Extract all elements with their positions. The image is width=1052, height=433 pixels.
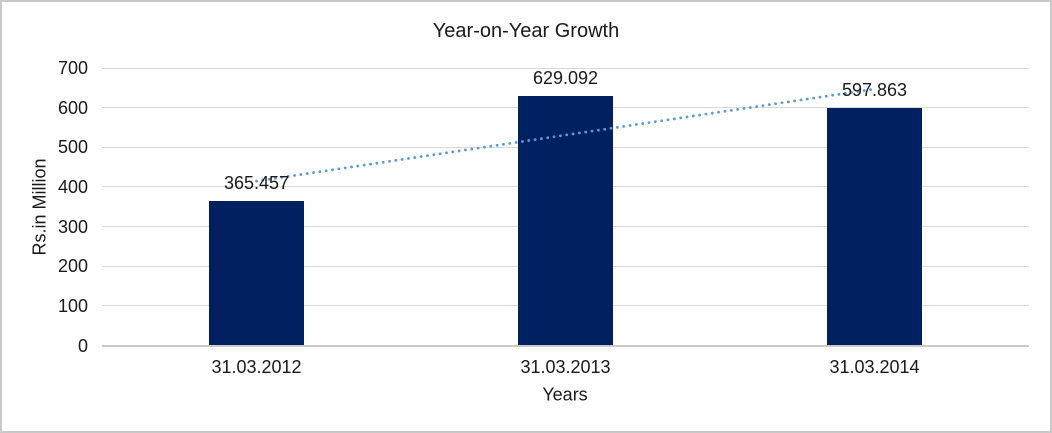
y-tick-label: 600 [57,97,88,118]
y-tick-label: 0 [77,335,88,356]
x-tick-label: 31.03.2014 [829,357,920,377]
y-tick-label: 300 [57,216,88,237]
y-tick-label: 500 [57,137,88,158]
bar [518,96,613,346]
x-tick-label: 31.03.2013 [520,357,611,377]
y-tick-label: 700 [57,58,88,78]
x-tick-label: 31.03.2012 [211,357,302,377]
x-axis-line [102,344,1029,347]
bar [827,108,922,346]
chart-title: Year-on-Year Growth [432,20,620,42]
bar-value-label: 365.457 [223,172,290,193]
x-axis-title: Years [542,384,588,405]
gridline [102,67,1029,69]
bar-value-label: 629.092 [532,68,599,89]
bar [209,200,304,346]
trendline [255,87,876,183]
y-tick-label: 200 [57,256,88,277]
y-tick-label: 400 [57,176,88,197]
bar-value-label: 597.863 [841,80,908,101]
y-tick-label: 100 [57,295,88,316]
